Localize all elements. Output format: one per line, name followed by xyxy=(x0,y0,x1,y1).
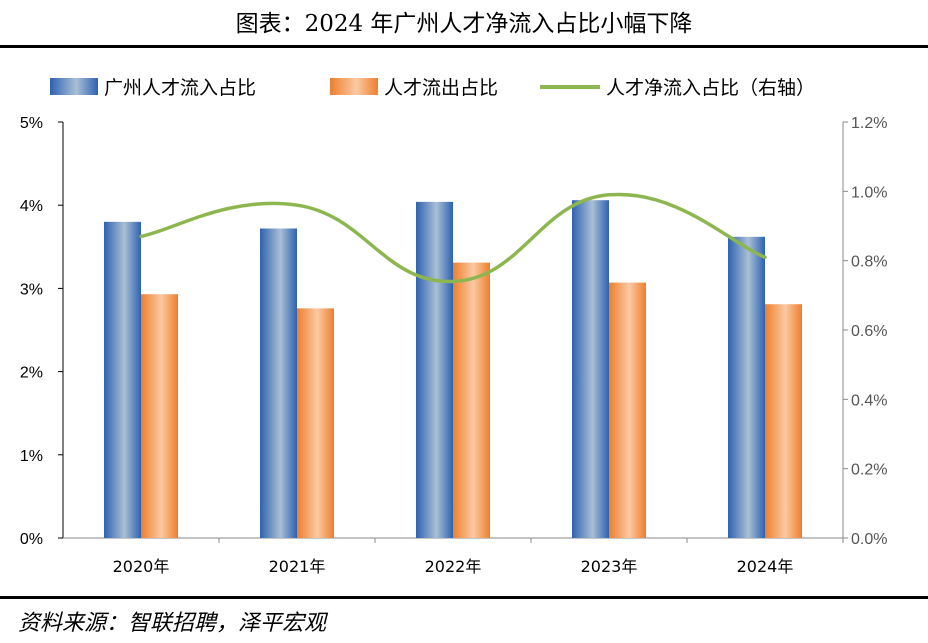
bars xyxy=(104,200,802,539)
source-note: 资料来源：智联招聘，泽平宏观 xyxy=(18,611,327,636)
legend-label: 人才净流入占比（右轴） xyxy=(606,77,815,99)
left-tick-label: 4% xyxy=(20,198,43,215)
left-tick-label: 3% xyxy=(20,281,43,298)
left-tick-label: 1% xyxy=(20,448,43,465)
left-tick-label: 0% xyxy=(20,531,43,548)
bar-outflow xyxy=(765,304,802,538)
chart-title: 图表：2024 年广州人才净流入占比小幅下降 xyxy=(235,11,693,37)
bar-outflow xyxy=(609,282,646,538)
left-tick-label: 5% xyxy=(20,115,43,132)
bar-inflow xyxy=(416,201,453,538)
right-tick-label: 0.6% xyxy=(851,323,887,340)
right-tick-label: 0.0% xyxy=(851,531,887,548)
x-tick-label: 2020年 xyxy=(113,557,170,576)
legend: 广州人才流入占比 人才流出占比 人才净流入占比（右轴） xyxy=(50,77,815,99)
bottom-rule xyxy=(0,596,928,599)
right-tick-label: 1.0% xyxy=(851,184,887,201)
right-tick-label: 1.2% xyxy=(851,115,887,132)
bar-outflow xyxy=(141,294,178,538)
net-inflow-line xyxy=(139,192,767,284)
right-tick-label: 0.8% xyxy=(851,254,887,271)
x-tick-label: 2023年 xyxy=(581,557,638,576)
bar-inflow xyxy=(104,221,141,538)
top-rule xyxy=(0,45,928,48)
x-tick-label: 2021年 xyxy=(269,557,326,576)
legend-swatch xyxy=(50,78,98,95)
left-tick-label: 2% xyxy=(20,365,43,382)
bar-outflow xyxy=(297,308,334,538)
right-tick-label: 0.4% xyxy=(851,392,887,409)
x-tick-label: 2022年 xyxy=(425,557,482,576)
legend-swatch xyxy=(330,78,378,95)
net-inflow-curve xyxy=(139,192,767,284)
chart: 广州人才流入占比 人才流出占比 人才净流入占比（右轴） 0% 1% 2% 3% 4% 5% 0.… xyxy=(20,77,888,576)
bar-inflow xyxy=(260,228,297,538)
bar-inflow xyxy=(572,200,609,538)
bar-outflow xyxy=(453,262,490,538)
legend-label: 人才流出占比 xyxy=(384,77,498,99)
axes: 0% 1% 2% 3% 4% 5% 0.0% 0.2% 0.4% 0.6% 0.8% 1.0% 1.2%… xyxy=(20,115,888,576)
bar-inflow xyxy=(728,236,765,539)
x-tick-label: 2024年 xyxy=(737,557,794,576)
legend-label: 广州人才流入占比 xyxy=(104,77,256,99)
right-tick-label: 0.2% xyxy=(851,462,887,479)
